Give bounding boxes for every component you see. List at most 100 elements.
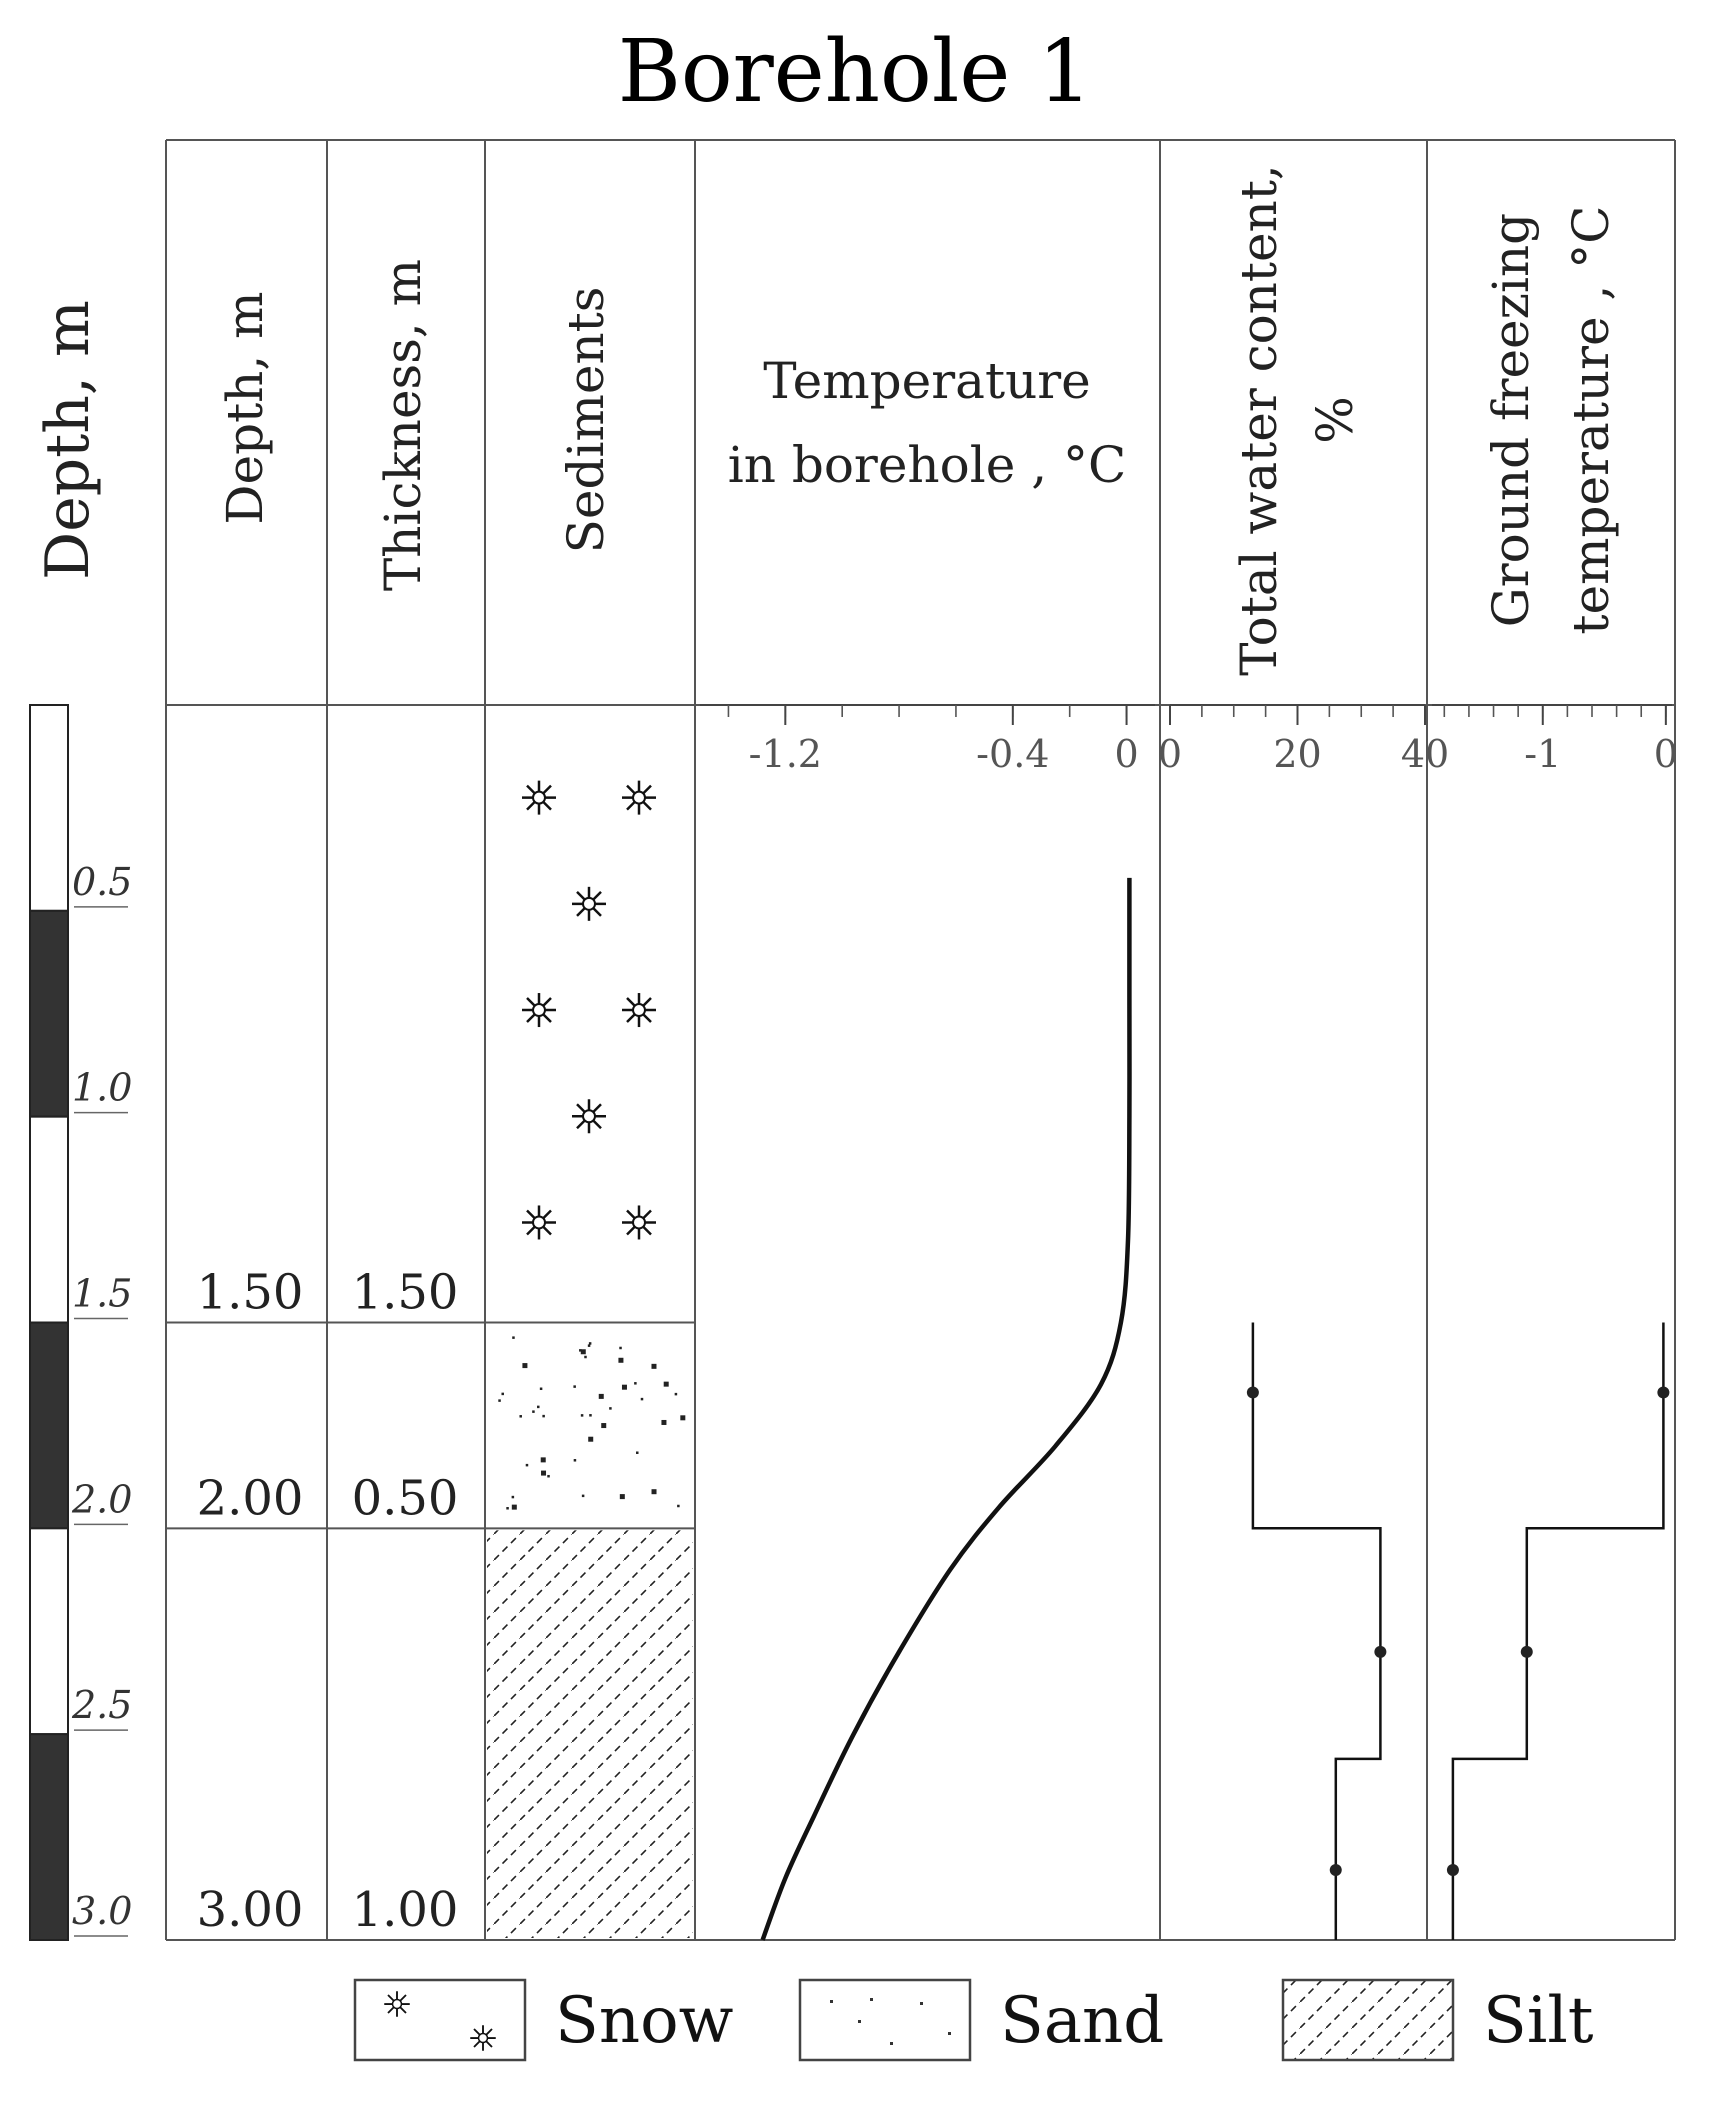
thickness-column-header: Thickness, m xyxy=(374,259,432,591)
sand-grain xyxy=(651,1363,657,1369)
sediment-column xyxy=(487,779,693,1938)
sand-grain xyxy=(542,1414,545,1418)
page-title: Borehole 1 xyxy=(617,22,1093,122)
legend: Snow Sand Silt xyxy=(353,1978,1594,2062)
depth-scale-tick-label: 1.0 xyxy=(72,1066,132,1110)
sand-grain xyxy=(870,1998,873,2001)
chart-data-point xyxy=(1446,1864,1459,1877)
depth-scale-segment xyxy=(29,704,69,912)
depth-scale-tick-label: 2.5 xyxy=(71,1683,132,1727)
sand-grain xyxy=(588,1342,592,1345)
chart-tick-label: 0 xyxy=(1654,732,1678,776)
sand-grain xyxy=(640,1397,644,1401)
temperature-header-line1: Temperature xyxy=(763,352,1091,410)
snowflake-icon xyxy=(520,779,558,816)
depth-scale-segment xyxy=(29,1733,69,1941)
legend-swatch-border xyxy=(1281,1978,1455,2062)
sand-grain xyxy=(540,1457,546,1463)
sand-grain xyxy=(580,1414,584,1417)
depth-scale-segment xyxy=(29,1115,69,1324)
sand-grain xyxy=(920,2002,923,2005)
layer-thickness-label: 1.00 xyxy=(352,1882,459,1938)
snowflake-icon xyxy=(570,1098,608,1135)
sand-fill xyxy=(498,1336,686,1510)
layer-labels: 1.50 1.50 2.00 0.50 3.00 1.00 xyxy=(197,1265,459,1939)
sand-grain xyxy=(890,2042,893,2045)
sand-grain xyxy=(541,1470,547,1476)
chart-series-line xyxy=(1251,1322,1382,1940)
sand-grain xyxy=(619,1494,625,1500)
sand-grain xyxy=(634,1382,637,1385)
sand-grain xyxy=(651,1489,657,1495)
chart-data-point xyxy=(1329,1864,1342,1877)
sand-grain xyxy=(506,1507,509,1510)
freezing-header-line1: Ground freezing xyxy=(1482,213,1540,627)
legend-label: Silt xyxy=(1483,1984,1594,2058)
sand-grain xyxy=(512,1336,515,1339)
sand-grain xyxy=(636,1451,639,1454)
sand-grain xyxy=(547,1474,550,1478)
water-content-chart: 0 20 40 xyxy=(1158,704,1449,1940)
depth-scale-segment xyxy=(29,909,69,1118)
sand-grain xyxy=(680,1415,686,1421)
depth-scale-tick-label: 0.5 xyxy=(72,860,132,904)
temperature-header-line2: in borehole , °C xyxy=(728,436,1127,494)
snowflake-icon xyxy=(469,2024,497,2052)
chart-series-line xyxy=(760,877,1132,1941)
layer-depth-label: 2.00 xyxy=(197,1470,304,1526)
chart-data-point xyxy=(1246,1386,1259,1399)
sand-grain xyxy=(573,1459,577,1462)
depth-scale-tick-label: 2.0 xyxy=(71,1477,132,1521)
sand-grain xyxy=(511,1495,515,1499)
snowflake-icon xyxy=(383,1990,411,2018)
sand-grain xyxy=(830,2000,833,2003)
sand-grain xyxy=(674,1392,678,1396)
snowflake-icon xyxy=(620,779,658,816)
sand-grain xyxy=(511,1504,517,1510)
freezing-temperature-chart: -1 0 xyxy=(1432,704,1678,1940)
sand-grain xyxy=(525,1463,529,1467)
depth-scale-tick-label: 1.5 xyxy=(72,1272,132,1316)
legend-silt-fill xyxy=(1283,1980,1453,2060)
snowflake-icon xyxy=(520,1204,558,1241)
sand-grain xyxy=(619,1346,622,1350)
sand-grain xyxy=(948,2032,951,2035)
chart-tick-label: 0 xyxy=(1158,732,1182,776)
snowflake-icon xyxy=(570,885,608,923)
chart-tick-label: 0 xyxy=(1114,732,1138,776)
chart-tick-label: -0.4 xyxy=(976,732,1049,776)
layer-thickness-label: 0.50 xyxy=(352,1470,459,1526)
sand-grain xyxy=(618,1357,624,1363)
sand-grain xyxy=(598,1393,604,1399)
sand-grain xyxy=(532,1410,535,1413)
sand-grain xyxy=(501,1392,504,1396)
layer-boundaries xyxy=(166,1321,695,1530)
depth-column-header: Depth, m xyxy=(216,291,274,524)
chart-tick-label: 40 xyxy=(1401,732,1449,776)
snowflake-icon xyxy=(520,991,558,1029)
sand-grain xyxy=(581,1494,585,1498)
sand-grain xyxy=(609,1407,612,1410)
temperature-chart: -1.2 -0.4 0 xyxy=(700,704,1155,1941)
sand-grain xyxy=(587,1344,591,1347)
sand-grain xyxy=(677,1504,680,1508)
layer-thickness-label: 1.50 xyxy=(352,1265,459,1321)
chart-tick-label: -1.2 xyxy=(749,732,822,776)
legend-swatch-snow xyxy=(353,1978,527,2062)
sand-grain xyxy=(601,1423,607,1429)
depth-scale-segment xyxy=(29,1321,69,1530)
depth-axis-label: Depth, m xyxy=(33,300,103,580)
chart-tick-label: -1 xyxy=(1524,732,1561,776)
sand-grain xyxy=(519,1415,522,1418)
chart-data-point xyxy=(1520,1645,1533,1658)
chart-data-point xyxy=(1374,1645,1387,1658)
depth-scale-tick-label: 3.0 xyxy=(72,1889,132,1933)
silt-fill xyxy=(487,1530,693,1938)
sand-grain xyxy=(580,1349,586,1355)
freezing-header-line2: temperature , °C xyxy=(1562,205,1620,634)
chart-tick-label: 20 xyxy=(1273,732,1321,776)
sand-grain xyxy=(584,1355,587,1359)
snowflake-icon xyxy=(620,1204,658,1241)
snowflake-icon xyxy=(620,991,658,1029)
